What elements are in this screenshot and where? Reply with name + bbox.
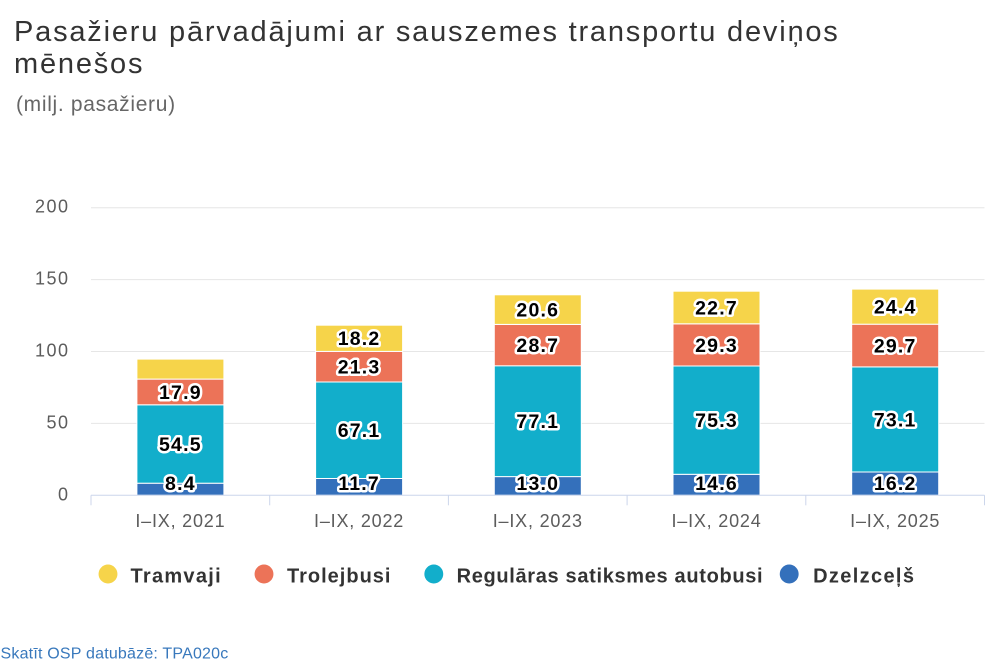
svg-text:Dzelzceļš: Dzelzceļš: [813, 565, 915, 587]
svg-text:150: 150: [35, 269, 70, 289]
svg-text:18.2: 18.2: [338, 328, 381, 350]
svg-text:28.7: 28.7: [516, 335, 559, 357]
svg-text:77.1: 77.1: [516, 411, 559, 433]
svg-text:I–IX, 2023: I–IX, 2023: [493, 511, 583, 531]
svg-text:Regulāras satiksmes autobusi: Regulāras satiksmes autobusi: [457, 565, 764, 587]
svg-text:14.6: 14.6: [695, 473, 738, 495]
svg-text:29.3: 29.3: [695, 335, 738, 357]
svg-text:17.9: 17.9: [159, 382, 202, 404]
svg-text:Skatīt OSP datubāzē: TPA020c: Skatīt OSP datubāzē: TPA020c: [1, 646, 229, 663]
svg-text:I–IX, 2024: I–IX, 2024: [671, 511, 761, 531]
svg-text:8.4: 8.4: [165, 473, 196, 495]
svg-text:54.5: 54.5: [159, 434, 202, 456]
svg-text:67.1: 67.1: [338, 420, 381, 442]
svg-text:73.1: 73.1: [874, 409, 917, 431]
svg-text:22.7: 22.7: [695, 298, 738, 320]
svg-text:50: 50: [46, 412, 69, 432]
svg-text:13.0: 13.0: [516, 473, 559, 495]
svg-text:29.7: 29.7: [874, 335, 917, 357]
svg-text:I–IX, 2022: I–IX, 2022: [314, 511, 404, 531]
svg-text:I–IX, 2025: I–IX, 2025: [850, 511, 940, 531]
svg-text:0: 0: [58, 484, 70, 504]
svg-text:Trolejbusi: Trolejbusi: [287, 565, 391, 587]
svg-text:11.7: 11.7: [338, 473, 380, 495]
svg-text:I–IX, 2021: I–IX, 2021: [135, 511, 225, 531]
svg-text:200: 200: [35, 197, 70, 217]
svg-text:24.4: 24.4: [874, 297, 917, 319]
svg-text:16.2: 16.2: [874, 473, 917, 495]
svg-text:21.3: 21.3: [338, 357, 381, 379]
svg-text:Pasažieru pārvadājumi ar sausz: Pasažieru pārvadājumi ar sauszemes trans…: [14, 16, 840, 48]
svg-text:Tramvaji: Tramvaji: [131, 565, 222, 587]
svg-text:(milj. pasažieru): (milj. pasažieru): [16, 93, 176, 116]
svg-text:100: 100: [35, 341, 70, 361]
svg-text:20.6: 20.6: [516, 300, 559, 322]
svg-text:75.3: 75.3: [695, 410, 738, 432]
svg-text:mēnešos: mēnešos: [14, 48, 144, 80]
